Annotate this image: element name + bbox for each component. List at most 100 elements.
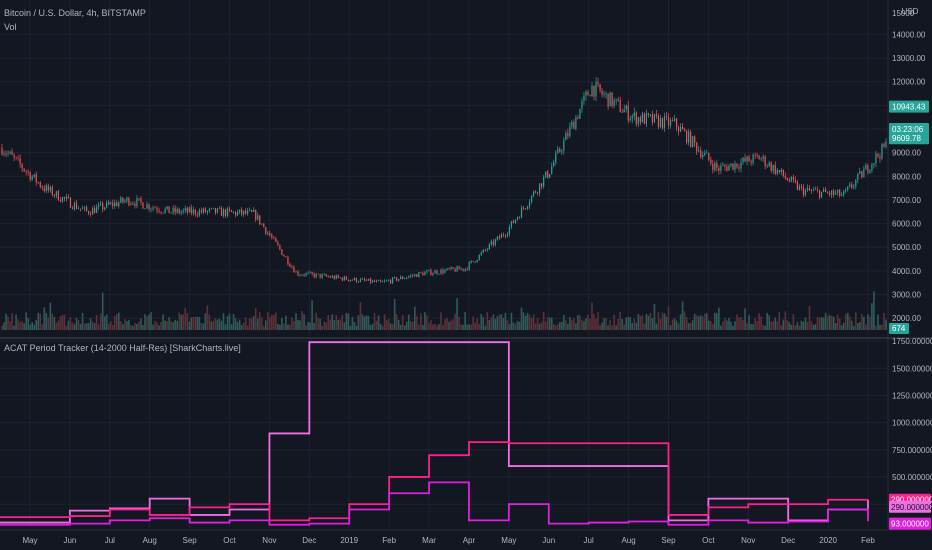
indicator-axis-label: 1500.000000 [892, 364, 932, 373]
volume-bar [430, 320, 432, 330]
volume-bar [794, 325, 797, 330]
volume-bar [190, 317, 193, 330]
volume-bar [647, 315, 650, 330]
candle-body [321, 274, 323, 278]
volume-bar [293, 321, 295, 330]
candle-body [106, 202, 108, 208]
candle-body [565, 133, 567, 141]
candle-body [486, 249, 488, 251]
candle-body [418, 272, 420, 278]
candle-body [396, 277, 398, 281]
candle-body [49, 187, 51, 191]
candle-body [162, 212, 164, 214]
volume-bar [824, 312, 827, 330]
volume-bar [742, 319, 744, 330]
volume-bar [536, 318, 539, 330]
volume-bar [832, 316, 835, 330]
candle-body [833, 190, 835, 195]
volume-bar [353, 321, 356, 330]
candle-body [752, 154, 754, 164]
candle-body [379, 280, 382, 282]
volume-bar [75, 317, 78, 330]
volume-bar [502, 317, 505, 330]
volume-bar [460, 324, 462, 330]
price-axis[interactable]: USD1500014000.0013000.0012000.0011000.00… [892, 7, 926, 323]
candle-body [422, 272, 424, 276]
candle-body [849, 184, 851, 187]
candle-body [1, 147, 3, 155]
volume-bar [258, 312, 261, 330]
volume-bar [619, 312, 621, 330]
candle-body [323, 274, 325, 276]
candle-body [440, 269, 442, 274]
volume-bar [673, 318, 676, 330]
candle-body [732, 163, 734, 170]
volume-bar [192, 316, 195, 330]
volume-bar [184, 307, 187, 330]
volume-bar [347, 313, 350, 330]
candle-body [269, 232, 271, 236]
volume-bar [716, 313, 718, 330]
candle-body [319, 273, 321, 278]
candle-body [69, 197, 72, 208]
volume-bar [776, 320, 779, 330]
volume-bar [17, 319, 19, 330]
volume-bar [573, 318, 575, 330]
candle-body [528, 202, 531, 207]
volume-bar [331, 314, 334, 330]
candle-body [772, 164, 774, 171]
price-axis-label: 7000.00 [892, 196, 921, 205]
time-axis-label: Nov [262, 536, 276, 545]
volume-bar [236, 321, 239, 330]
volume-bar [550, 317, 553, 330]
volume-bar [848, 316, 851, 330]
price-tag [889, 100, 929, 113]
candle-body [194, 209, 196, 215]
candle-body [158, 210, 160, 212]
volume-bar [520, 307, 523, 330]
candle-body [377, 280, 380, 281]
volume-bar [117, 312, 120, 330]
volume-bar [307, 321, 309, 330]
price-tag [889, 132, 929, 145]
volume-bar [514, 323, 517, 330]
symbol-title[interactable]: Bitcoin / U.S. Dollar, 4h, BITSTAMP [4, 8, 146, 18]
candle-body [478, 254, 480, 261]
candle-body [742, 157, 744, 163]
volume-bar [752, 324, 754, 330]
volume-legend[interactable]: Vol [4, 22, 17, 32]
price-axis-label: 6000.00 [892, 220, 921, 229]
volume-bar [714, 312, 716, 330]
volume-bar [617, 318, 619, 330]
candle-body [148, 204, 150, 210]
volume-bar [101, 292, 104, 330]
volume-bar [506, 320, 509, 330]
volume-bar [399, 324, 402, 330]
price-axis-label: 13000.00 [892, 54, 926, 63]
candle-body [65, 196, 68, 199]
indicator-axis-label: 1000.000000 [892, 419, 932, 428]
indicator-axis[interactable]: 1750.000000 1500.000000 1250.000000 1000.00… [892, 337, 932, 509]
time-axis[interactable]: May Jun Jul Aug Sep Oct Nov Dec 2019 Feb Mar Apr May… [22, 536, 875, 545]
volume-bar [325, 322, 328, 330]
candle-body [17, 157, 19, 159]
volume-bar [496, 316, 499, 330]
time-axis-label: Sep [661, 536, 676, 545]
time-axis-label: Sep [183, 536, 198, 545]
volume-bar [567, 323, 569, 330]
volume-bar [560, 321, 563, 330]
volume-bar [186, 313, 189, 330]
candle-body [325, 274, 327, 277]
price-axis-label: 15000 [892, 9, 915, 18]
volume-bar [166, 321, 168, 330]
candle-body [228, 208, 231, 211]
candle-body [126, 197, 128, 201]
candle-body [351, 279, 353, 281]
volume-bar [25, 312, 27, 330]
indicator-legend[interactable]: ACAT Period Tracker (14-2000 Half-Res) [… [4, 343, 241, 353]
candle-body [623, 109, 625, 113]
volume-bar [770, 321, 773, 330]
candle-body [333, 276, 335, 279]
volume-bar [611, 325, 613, 330]
